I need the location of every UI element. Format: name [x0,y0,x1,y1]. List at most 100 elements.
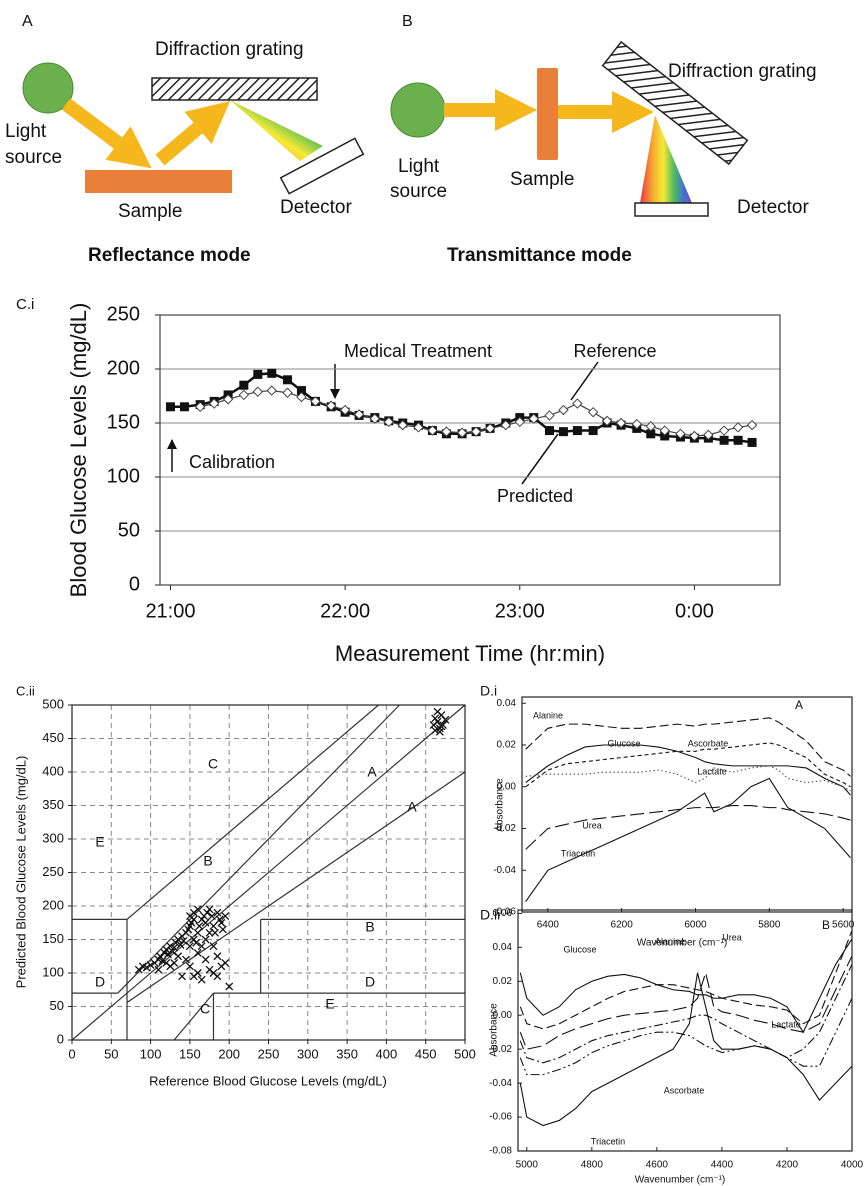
point [192,938,201,947]
marker [719,435,729,445]
x-tick-label: 5000 [516,1160,539,1171]
series-line [519,964,853,1064]
point [174,952,183,961]
y-axis-title: Absorbance [489,1003,500,1057]
marker [239,380,249,390]
point [195,922,204,931]
marker [746,419,758,431]
marker [732,422,744,433]
x-axis-title: Wavenumber (cm⁻¹) [637,938,727,949]
series-line [525,744,851,796]
marker [282,387,293,398]
detector-label: Detector [280,197,352,218]
marker [194,401,206,413]
y-tick-label: -0.06 [489,1112,512,1123]
zone-label: C [208,756,218,772]
spectrum-fan [230,100,323,161]
marker [646,429,656,439]
y-tick-label: -0.08 [489,1146,512,1157]
marker [588,426,598,436]
point [197,942,206,951]
series-label: Reference [573,341,656,361]
annotation-arrows [167,361,599,485]
point [201,935,210,944]
marker [528,413,539,424]
marker [266,385,277,396]
x-tick-label: 350 [336,1046,358,1061]
point [162,958,171,967]
y-tick-label: 50 [118,519,140,541]
marker [165,402,175,412]
sample-label: Sample [510,169,574,190]
mode-label: Transmittance mode [447,245,632,266]
marker [296,391,307,403]
x-tick-label: 5600 [832,920,855,931]
point [213,952,222,961]
point [207,912,216,921]
point [201,918,210,927]
panel-label: B [402,13,413,30]
point [217,918,226,927]
marker [208,398,220,409]
marker [675,428,686,440]
series-line [519,938,853,1034]
y-tick-label: 150 [107,411,140,433]
point [170,943,179,952]
point [205,928,214,937]
series-label: Urea [722,932,742,942]
grating-label: Diffraction grating [155,39,304,60]
marker [544,426,554,436]
zone-label: A [367,764,377,780]
point [163,950,172,959]
x-tick-label: 500 [454,1046,476,1061]
point [437,722,446,731]
point [433,707,442,716]
point [221,912,230,921]
y-tick-label: 200 [42,897,64,912]
x-tick-label: 300 [297,1046,319,1061]
series-label: Predicted [497,486,573,506]
marker [253,369,263,379]
point [193,905,202,914]
series-label: Ascorbate [688,738,729,748]
y-axis-title: Absorbance [495,778,506,832]
marker [514,416,525,428]
zone-label: D [365,974,375,990]
source-label: Light [5,121,47,142]
zone-boundary [126,771,466,1003]
sample-block [537,68,558,160]
point [197,975,206,984]
y-tick-label: 450 [42,730,64,745]
panel-label: D.ii [480,907,500,923]
series-line [525,717,851,777]
x-tick-label: 4000 [841,1160,864,1171]
marker [484,423,496,434]
series-label: Triacetin [591,1136,625,1146]
series-line [525,777,851,902]
y-tick-label: 400 [42,763,64,778]
zone-boundary [173,992,214,1041]
y-tick-label: -0.02 [489,1044,512,1055]
diagram-b: B Diffraction grating Light source Sampl… [390,13,817,266]
marker [572,398,583,409]
y-tick-label: 350 [42,797,64,812]
x-tick-label: 450 [415,1046,437,1061]
series-label: Glucose [607,738,640,748]
y-tick-label: 0.00 [493,1010,513,1021]
marker [325,400,337,411]
light-source [390,82,446,138]
marker [733,435,743,445]
reference-leader [570,361,599,401]
point [154,965,163,974]
plot-area [159,314,781,586]
zone-label: B [365,919,374,935]
point [182,955,190,964]
marker [689,430,700,442]
annotation: Medical Treatment [344,341,492,361]
y-tick-label: -0.06 [493,907,516,918]
point [170,958,179,967]
marker [572,426,582,436]
zone-label: E [325,996,334,1012]
